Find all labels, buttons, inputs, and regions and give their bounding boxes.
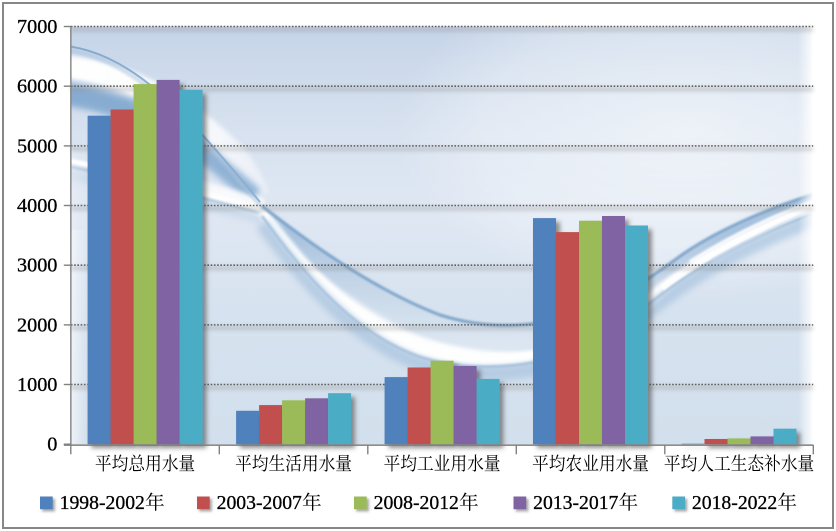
svg-text:7000: 7000 bbox=[17, 16, 57, 38]
svg-text:6000: 6000 bbox=[17, 76, 57, 98]
svg-text:0: 0 bbox=[47, 434, 57, 456]
svg-text:2000: 2000 bbox=[17, 314, 57, 336]
svg-text:3000: 3000 bbox=[17, 255, 57, 277]
svg-text:5000: 5000 bbox=[17, 135, 57, 157]
svg-text:2013-2017: 2013-2017 bbox=[533, 492, 618, 514]
svg-text:2018-2022: 2018-2022 bbox=[692, 492, 777, 514]
svg-text:2003-2007: 2003-2007 bbox=[217, 492, 302, 514]
svg-text:2008-2012: 2008-2012 bbox=[374, 492, 459, 514]
svg-text:1998-2002: 1998-2002 bbox=[60, 492, 145, 514]
svg-text:1000: 1000 bbox=[17, 374, 57, 396]
svg-text:4000: 4000 bbox=[17, 195, 57, 217]
